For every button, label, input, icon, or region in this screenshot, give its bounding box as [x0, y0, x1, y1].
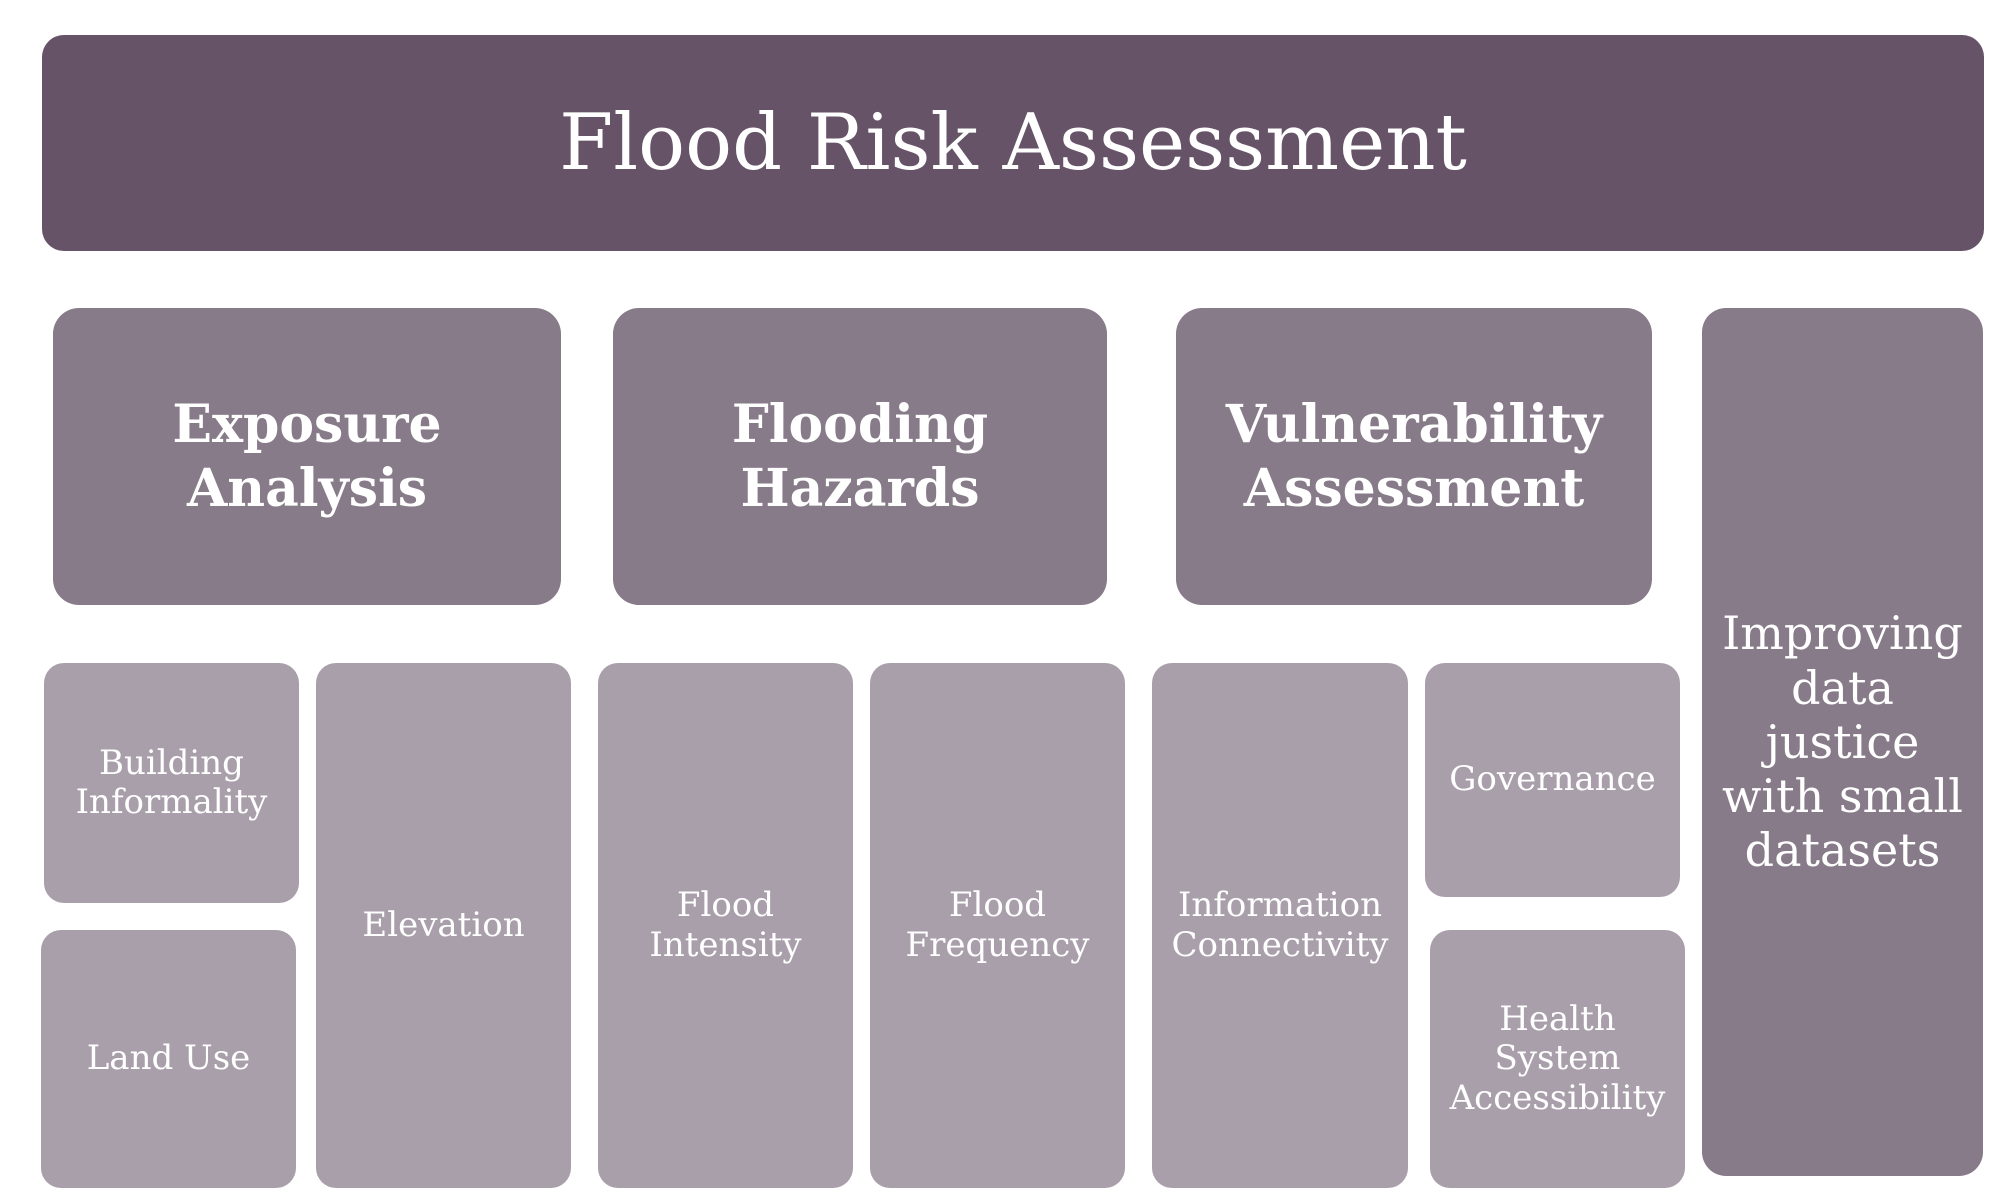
diagram-title: Flood Risk Assessment	[42, 35, 1984, 251]
factor-information-connectivity: Information Connectivity	[1152, 663, 1408, 1188]
category-vulnerability-assessment: Vulnerability Assessment	[1176, 308, 1652, 605]
category-flooding-hazards: Flooding Hazards	[613, 308, 1107, 605]
factor-health-system-accessibility: Health System Accessibility	[1430, 930, 1685, 1188]
factor-building-informality: Building Informality	[44, 663, 299, 903]
side-note-data-justice: Improving data justice with small datase…	[1702, 308, 1983, 1176]
factor-flood-frequency: Flood Frequency	[870, 663, 1125, 1188]
factor-elevation: Elevation	[316, 663, 571, 1188]
factor-land-use: Land Use	[41, 930, 296, 1188]
factor-flood-intensity: Flood Intensity	[598, 663, 853, 1188]
factor-governance: Governance	[1425, 663, 1680, 897]
category-exposure-analysis: Exposure Analysis	[53, 308, 561, 605]
